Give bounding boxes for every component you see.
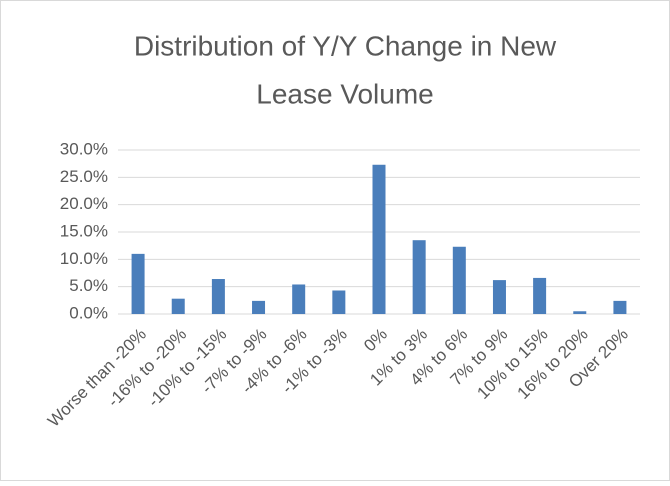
y-tick-label: 30.0%	[60, 139, 108, 158]
bar	[452, 246, 466, 314]
bar	[492, 280, 506, 314]
bar	[131, 253, 145, 314]
bar	[211, 279, 225, 314]
y-tick-label: 5.0%	[69, 276, 108, 295]
bar	[372, 164, 386, 314]
bar	[171, 298, 185, 314]
y-tick-label: 15.0%	[60, 221, 108, 240]
bar	[332, 290, 346, 314]
bar	[252, 300, 266, 314]
y-tick-label: 0.0%	[69, 303, 108, 322]
bar	[573, 311, 587, 314]
y-tick-label: 20.0%	[60, 194, 108, 213]
bar	[412, 240, 426, 314]
chart-title: Distribution of Y/Y Change in New	[134, 30, 557, 61]
y-tick-label: 10.0%	[60, 249, 108, 268]
bar	[613, 300, 627, 314]
y-tick-label: 25.0%	[60, 167, 108, 186]
bar	[292, 284, 306, 314]
chart-title: Lease Volume	[256, 78, 433, 109]
bar	[533, 277, 547, 314]
